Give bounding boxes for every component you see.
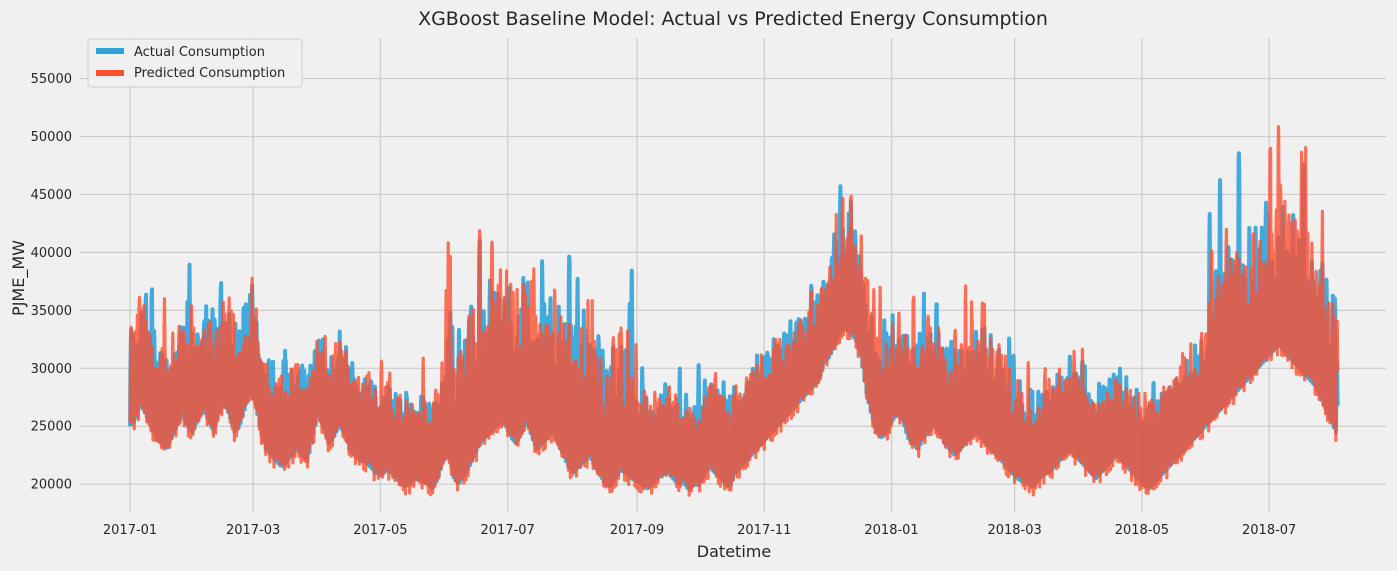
legend-swatch-actual bbox=[96, 48, 124, 54]
y-tick-label: 50000 bbox=[31, 130, 72, 145]
predicted-consumption-line bbox=[128, 125, 1340, 497]
legend: Actual Consumption Predicted Consumption bbox=[87, 38, 303, 88]
legend-swatch-predicted bbox=[96, 70, 124, 76]
y-tick-label: 55000 bbox=[31, 72, 72, 87]
x-tick-label: 2017-05 bbox=[353, 523, 407, 538]
x-axis-label: Datetime bbox=[697, 542, 771, 561]
y-tick-label: 30000 bbox=[31, 362, 72, 377]
legend-label-predicted: Predicted Consumption bbox=[134, 66, 285, 81]
x-tick-label: 2018-03 bbox=[987, 523, 1041, 538]
x-tick-label: 2018-01 bbox=[864, 523, 918, 538]
tick-labels: 20000 25000 30000 35000 40000 45000 50000 55000… bbox=[31, 72, 1297, 538]
x-tick-label: 2017-11 bbox=[737, 523, 791, 538]
legend-label-actual: Actual Consumption bbox=[134, 45, 265, 60]
x-tick-label: 2017-09 bbox=[610, 523, 664, 538]
y-tick-label: 35000 bbox=[31, 304, 72, 319]
x-tick-label: 2017-01 bbox=[103, 523, 157, 538]
x-tick-label: 2018-05 bbox=[1115, 523, 1169, 538]
chart-title: XGBoost Baseline Model: Actual vs Predic… bbox=[418, 8, 1048, 30]
x-tick-label: 2017-07 bbox=[481, 523, 535, 538]
y-tick-label: 40000 bbox=[31, 246, 72, 261]
y-tick-label: 45000 bbox=[31, 188, 72, 203]
x-tick-label: 2018-07 bbox=[1242, 523, 1296, 538]
x-tick-label: 2017-03 bbox=[226, 523, 280, 538]
y-tick-label: 25000 bbox=[31, 420, 72, 435]
series-layer bbox=[128, 125, 1340, 497]
y-tick-label: 20000 bbox=[31, 478, 72, 493]
y-axis-label: PJME_MW bbox=[9, 240, 29, 316]
legend-box bbox=[87, 38, 303, 88]
